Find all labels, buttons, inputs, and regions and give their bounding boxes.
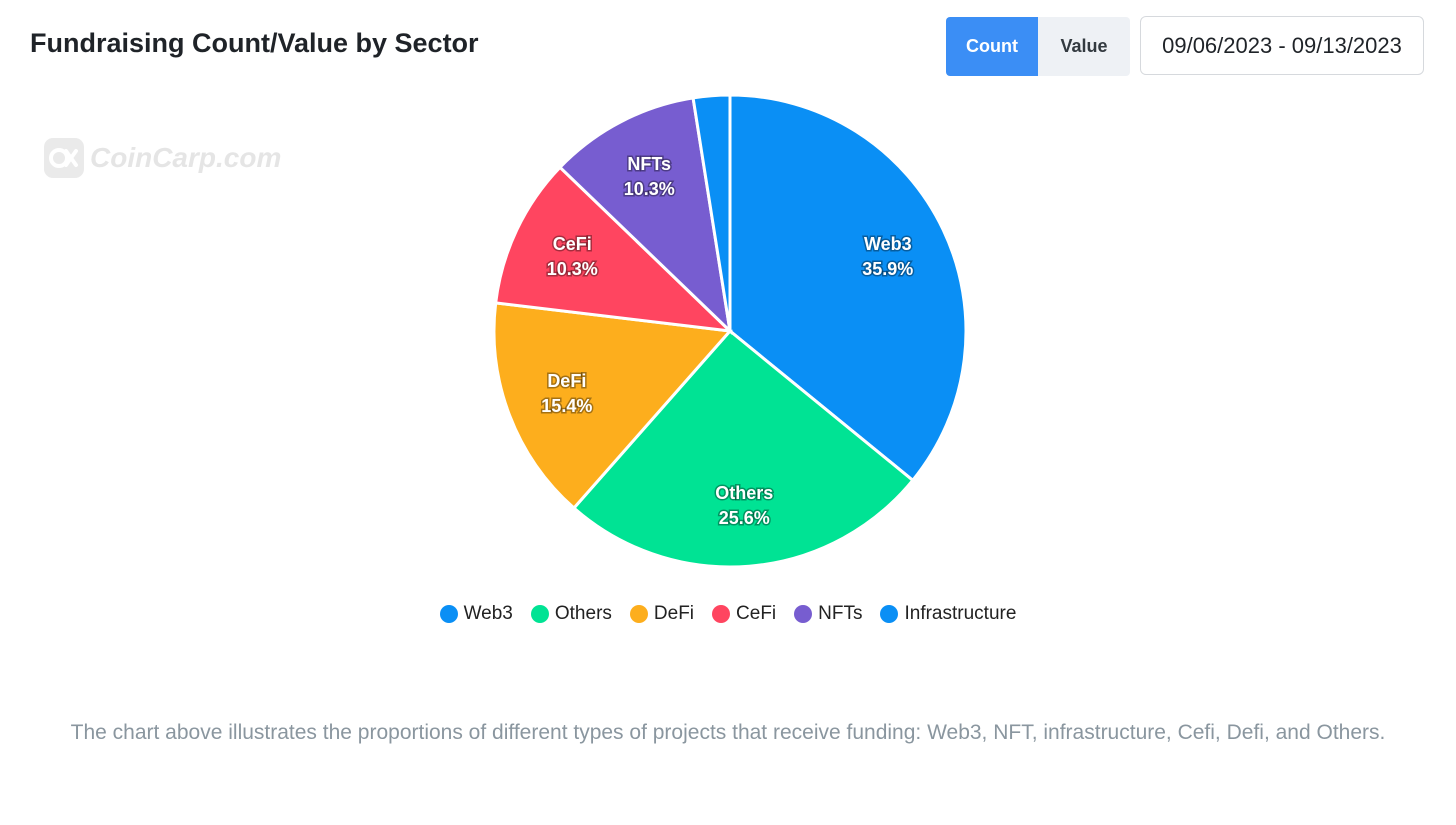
pie-chart: Web3 35.9% Others 25.6% DeFi 15.4% CeFi 10.3% NF… [492,93,968,569]
pie-slices [492,93,968,569]
pie-slice-cefi[interactable] [494,165,735,334]
slice-label-cefi: CeFi [553,234,592,254]
legend-label-nfts: NFTs [818,603,863,624]
legend-label-web3: Web3 [463,603,513,624]
count-button[interactable]: Count [946,17,1038,76]
legend-item-defi[interactable]: DeFi [629,603,695,625]
chart-caption: The chart above illustrates the proporti… [70,721,1386,744]
legend-label-cefi: CeFi [736,603,777,624]
watermark-text: CoinCarp.com [90,142,282,173]
slice-value-cefi: 10.3% [547,259,598,279]
legend-marker-nfts [794,605,813,623]
coincarp-logo-icon [44,138,84,178]
legend-marker-defi [629,605,648,623]
slice-label-web3: Web3 [864,234,912,254]
pie-slice-others[interactable] [571,328,915,569]
legend-label-others: Others [554,603,612,624]
legend-item-web3[interactable]: Web3 [439,603,513,625]
pie-slice-infrastructure[interactable] [691,93,732,332]
watermark: CoinCarp.com [44,138,281,178]
slice-label-others: Others [715,483,773,503]
legend-label-defi: DeFi [653,603,695,624]
legend-item-cefi[interactable]: CeFi [712,603,776,625]
chart-legend: Web3 Others DeFi CeFi NFTs Infrastructure [0,603,1456,625]
pie-labels: Web3 35.9% Others 25.6% DeFi 15.4% CeFi 10.3% NF… [540,153,915,530]
pie-slice-nfts[interactable] [557,96,733,336]
legend-item-nfts[interactable]: NFTs [794,603,862,625]
slice-value-web3: 35.9% [862,259,913,279]
slice-value-defi: 15.4% [541,396,592,416]
slice-label-nfts: NFTs [627,154,671,174]
legend-item-infrastructure[interactable]: Infrastructure [880,603,1016,625]
count-value-toggle: Count Value [946,17,1130,76]
slice-value-others: 25.6% [719,508,770,528]
pie-slice-web3[interactable] [728,93,968,483]
value-button[interactable]: Value [1038,17,1130,76]
date-range-picker[interactable]: 09/06/2023 - 09/13/2023 [1140,16,1424,75]
pie-slice-defi[interactable] [492,301,734,511]
legend-marker-others [530,605,549,623]
legend-marker-web3 [439,605,458,623]
slice-label-defi: DeFi [547,371,586,391]
slice-value-nfts: 10.3% [624,179,675,199]
legend-label-infrastructure: Infrastructure [904,603,1017,624]
legend-marker-cefi [712,605,731,623]
chart-title: Fundraising Count/Value by Sector [30,28,479,58]
legend-item-others[interactable]: Others [530,603,612,625]
legend-marker-infrastructure [880,605,899,623]
